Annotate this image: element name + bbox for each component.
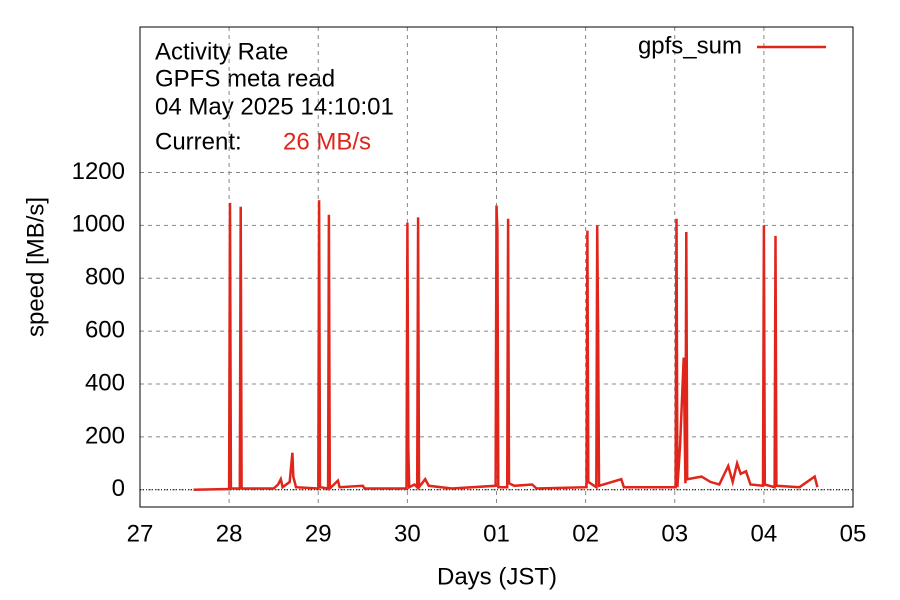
x-tick-label: 01 bbox=[483, 520, 510, 547]
annotation: 04 May 2025 14:10:01 bbox=[155, 93, 394, 120]
y-tick-label: 600 bbox=[85, 316, 125, 343]
x-tick-label: 30 bbox=[394, 520, 421, 547]
x-tick-label: 27 bbox=[127, 520, 154, 547]
x-tick-label: 02 bbox=[572, 520, 599, 547]
x-tick-label: 29 bbox=[305, 520, 332, 547]
y-axis-label: speed [MB/s] bbox=[22, 197, 49, 337]
annotation: GPFS meta read bbox=[155, 65, 335, 92]
current-label: Current: bbox=[155, 128, 242, 155]
annotation: Activity Rate bbox=[155, 38, 288, 65]
y-tick-label: 200 bbox=[85, 422, 125, 449]
y-tick-label: 1000 bbox=[72, 211, 125, 238]
current-value: 26 MB/s bbox=[283, 128, 371, 155]
y-tick-label: 0 bbox=[112, 475, 125, 502]
x-tick-label: 28 bbox=[216, 520, 243, 547]
x-tick-label: 05 bbox=[840, 520, 867, 547]
y-tick-label: 800 bbox=[85, 264, 125, 291]
x-axis-label: Days (JST) bbox=[437, 563, 557, 590]
legend-label: gpfs_sum bbox=[638, 32, 742, 59]
x-tick-label: 04 bbox=[751, 520, 778, 547]
y-tick-label: 400 bbox=[85, 369, 125, 396]
data-line bbox=[193, 200, 819, 492]
x-tick-label: 03 bbox=[661, 520, 688, 547]
plot-border bbox=[139, 26, 854, 508]
y-tick-label: 1200 bbox=[72, 158, 125, 185]
